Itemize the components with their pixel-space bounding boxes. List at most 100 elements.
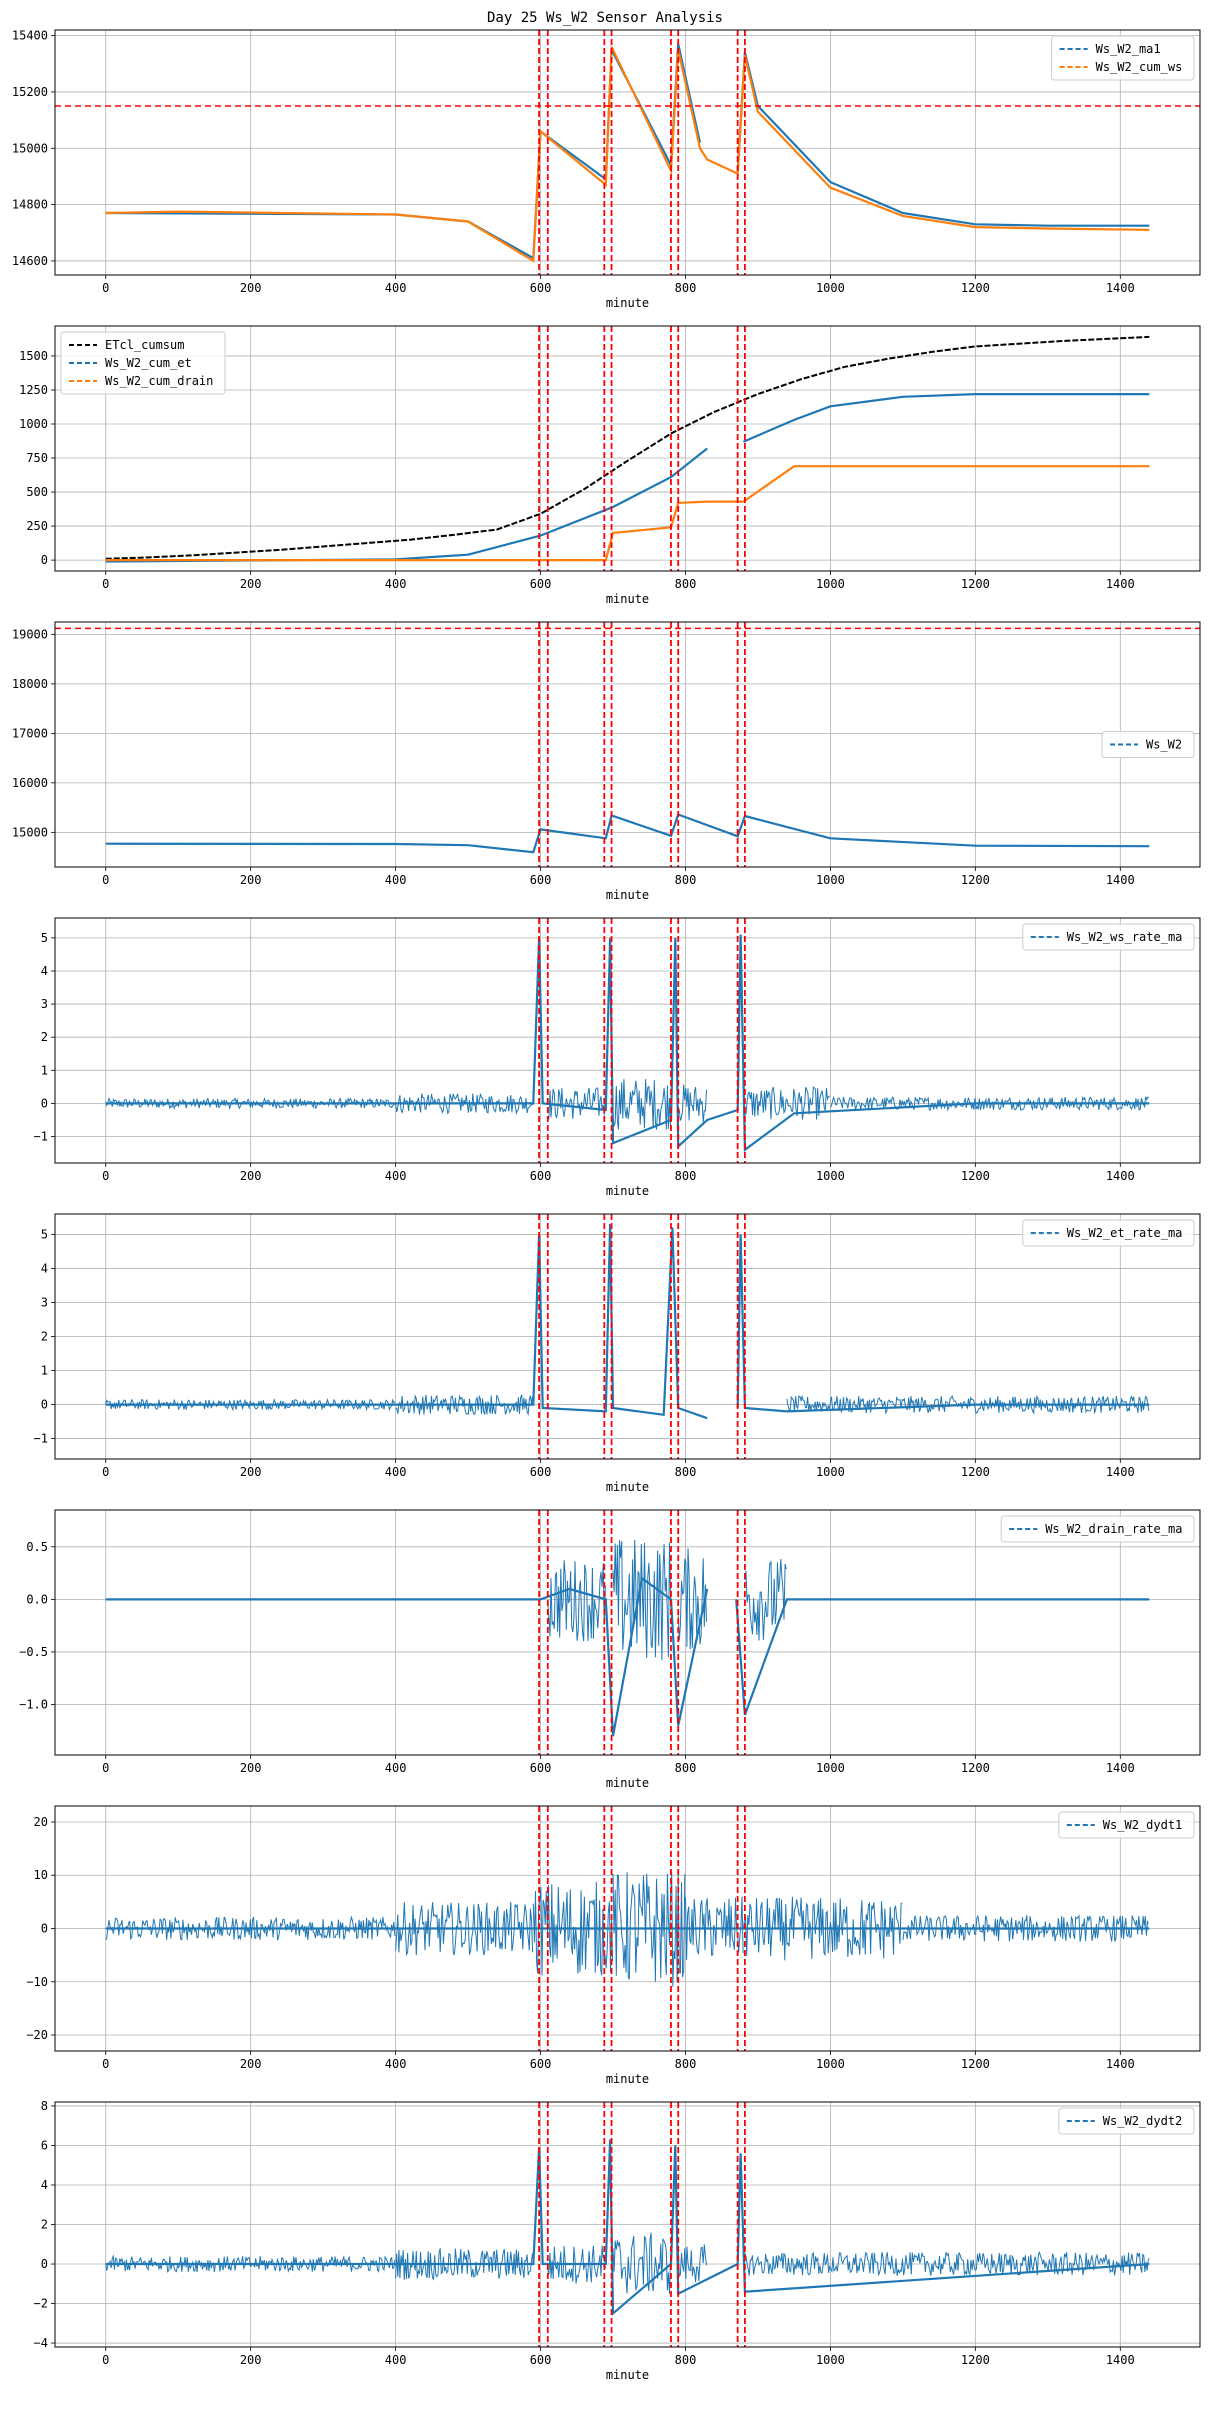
x-axis-label: minute bbox=[606, 1776, 649, 1790]
legend-label: Ws_W2_dydt1 bbox=[1103, 1818, 1182, 1832]
y-tick-label: −1.0 bbox=[19, 1698, 48, 1712]
y-tick-label: 5 bbox=[41, 931, 48, 945]
y-tick-label: −4 bbox=[34, 2336, 48, 2350]
y-tick-label: 15400 bbox=[12, 29, 48, 43]
legend: Ws_W2_dydt2 bbox=[1058, 2107, 1195, 2135]
noise-trace bbox=[744, 2250, 1150, 2277]
x-tick-label: 400 bbox=[385, 1169, 407, 1183]
series-line-Ws_W2_cum_ws bbox=[105, 46, 1150, 263]
plot-area bbox=[105, 1510, 1150, 1755]
x-tick-label: 600 bbox=[530, 577, 552, 591]
y-tick-label: 15200 bbox=[12, 85, 48, 99]
x-tick-label: 0 bbox=[102, 1465, 109, 1479]
y-tick-label: 15000 bbox=[12, 825, 48, 839]
panel-p8: 0 200 400 600 800 1000 1200 1400 −4 −2 0 2 4 6 8 minute… bbox=[34, 2099, 1201, 2382]
x-tick-label: 1200 bbox=[961, 281, 990, 295]
x-tick-label: 0 bbox=[102, 873, 109, 887]
y-tick-label: 3 bbox=[41, 1295, 48, 1309]
x-tick-label: 1000 bbox=[816, 873, 845, 887]
y-tick-label: 6 bbox=[41, 2138, 48, 2152]
plot-area bbox=[55, 30, 1200, 275]
y-tick-label: 1250 bbox=[19, 383, 48, 397]
legend-label: Ws_W2_et_rate_ma bbox=[1067, 1226, 1183, 1240]
y-tick-label: 0 bbox=[41, 1398, 48, 1412]
y-tick-label: 4 bbox=[41, 1261, 48, 1275]
y-tick-label: 14600 bbox=[12, 254, 48, 268]
x-tick-label: 200 bbox=[240, 577, 262, 591]
series-line-ETcl_cumsum bbox=[105, 335, 1150, 560]
legend: Ws_W2_dydt1 bbox=[1058, 1811, 1195, 1839]
noise-trace bbox=[685, 1896, 744, 1960]
legend-label: Ws_W2_ws_rate_ma bbox=[1067, 930, 1183, 944]
legend-label: Ws_W2 bbox=[1146, 738, 1182, 752]
x-tick-label: 200 bbox=[240, 1761, 262, 1775]
x-axis-label: minute bbox=[606, 1480, 649, 1494]
x-tick-label: 400 bbox=[385, 1761, 407, 1775]
series-line-Ws_W2_drain_rate_ma bbox=[105, 1576, 1150, 1737]
plot-area bbox=[105, 2102, 1150, 2347]
plot-area bbox=[105, 1214, 1150, 1459]
x-tick-label: 200 bbox=[240, 281, 262, 295]
x-tick-label: 600 bbox=[530, 281, 552, 295]
x-axis-label: minute bbox=[606, 2368, 649, 2382]
noise-trace bbox=[744, 1086, 830, 1120]
x-tick-label: 1000 bbox=[816, 577, 845, 591]
y-tick-label: 17000 bbox=[12, 726, 48, 740]
legend: Ws_W2_ws_rate_ma bbox=[1022, 923, 1195, 951]
x-tick-label: 0 bbox=[102, 577, 109, 591]
noise-trace bbox=[677, 1548, 707, 1650]
x-tick-label: 1000 bbox=[816, 1169, 845, 1183]
noise-trace bbox=[677, 2244, 707, 2283]
axes-frame bbox=[54, 917, 1201, 1164]
legend-label: Ws_W2_cum_drain bbox=[105, 374, 213, 388]
x-tick-label: 0 bbox=[102, 2353, 109, 2367]
y-tick-label: 14800 bbox=[12, 198, 48, 212]
x-tick-label: 400 bbox=[385, 577, 407, 591]
x-tick-label: 200 bbox=[240, 1465, 262, 1479]
x-tick-label: 400 bbox=[385, 2353, 407, 2367]
x-tick-label: 0 bbox=[102, 1169, 109, 1183]
noise-trace bbox=[395, 1901, 534, 1957]
noise-trace bbox=[612, 1872, 686, 1987]
y-tick-label: 250 bbox=[26, 519, 48, 533]
legend: Ws_W2_et_rate_ma bbox=[1022, 1219, 1195, 1247]
y-tick-label: 16000 bbox=[12, 776, 48, 790]
y-tick-label: 500 bbox=[26, 485, 48, 499]
axes-frame bbox=[54, 2101, 1201, 2348]
y-tick-label: 4 bbox=[41, 2178, 48, 2192]
noise-trace bbox=[612, 2232, 672, 2294]
x-tick-label: 0 bbox=[102, 1761, 109, 1775]
x-tick-label: 200 bbox=[240, 2353, 262, 2367]
x-tick-label: 600 bbox=[530, 2353, 552, 2367]
noise-trace bbox=[786, 1394, 1150, 1415]
panel-p1: 0 200 400 600 800 1000 1200 1400 14600 14800 15000… bbox=[12, 29, 1201, 310]
y-tick-label: 4 bbox=[41, 964, 48, 978]
plot-area bbox=[105, 1806, 1150, 2051]
x-tick-label: 800 bbox=[675, 1465, 697, 1479]
legend: Ws_W2 bbox=[1101, 731, 1195, 758]
plot-area bbox=[105, 918, 1150, 1163]
y-tick-label: 18000 bbox=[12, 677, 48, 691]
y-tick-label: 2 bbox=[41, 1330, 48, 1344]
x-tick-label: 1200 bbox=[961, 2353, 990, 2367]
x-tick-label: 1000 bbox=[816, 1465, 845, 1479]
x-tick-label: 1000 bbox=[816, 2353, 845, 2367]
x-tick-label: 1400 bbox=[1106, 873, 1135, 887]
noise-trace bbox=[744, 1559, 787, 1641]
x-tick-label: 0 bbox=[102, 281, 109, 295]
y-tick-label: 5 bbox=[41, 1227, 48, 1241]
y-tick-label: 2 bbox=[41, 1030, 48, 1044]
plot-area bbox=[105, 326, 1150, 571]
legend-label: Ws_W2_cum_ws bbox=[1096, 60, 1183, 74]
axes-frame bbox=[54, 1509, 1201, 1756]
legend-label: Ws_W2_drain_rate_ma bbox=[1045, 1522, 1182, 1536]
noise-trace bbox=[902, 1914, 1149, 1942]
legend-box bbox=[1051, 35, 1195, 81]
axes-frame bbox=[54, 29, 1201, 276]
y-tick-label: 0 bbox=[41, 1922, 48, 1936]
x-tick-label: 400 bbox=[385, 873, 407, 887]
series-line-Ws_W2_cum_et bbox=[105, 393, 1150, 563]
legend-box bbox=[1022, 1219, 1195, 1247]
y-tick-label: 0 bbox=[41, 553, 48, 567]
legend-label: Ws_W2_cum_et bbox=[105, 356, 192, 370]
